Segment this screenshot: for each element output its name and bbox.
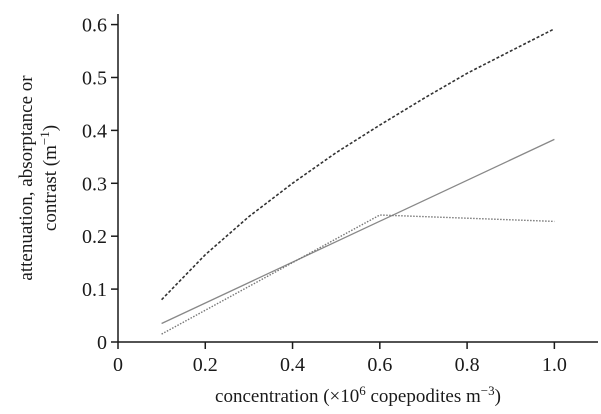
y-axis-label-line2-exponent: −1 [37, 131, 52, 145]
x-tick-label: 1.0 [542, 354, 567, 376]
y-tick-label: 0.4 [82, 120, 107, 142]
x-tick-label: 0.2 [193, 354, 218, 376]
y-tick-label: 0.6 [82, 15, 107, 37]
y-tick-label: 0.1 [82, 279, 107, 301]
x-ticks: 0 0.2 0.4 0.6 0.8 1.0 [113, 342, 567, 376]
plot-area: 0 0.2 0.4 0.6 0.8 1.0 0 0.1 0.2 0.3 0.4 0.5 0.6 [82, 14, 598, 376]
series-line-dashed-dark [161, 28, 555, 301]
y-tick-label: 0 [97, 332, 107, 354]
x-tick-label: 0.4 [280, 354, 305, 376]
y-ticks: 0 0.1 0.2 0.3 0.4 0.5 0.6 [82, 15, 118, 354]
y-axis-label-line2-suffix: ) [40, 125, 61, 131]
y-axis-label-line1: attenuation, absorptance or [16, 75, 37, 281]
x-axis-label-prefix: concentration (×10 [215, 386, 359, 407]
y-axis-label-line2: contrast (m−1) [37, 125, 62, 231]
x-axis-label-suffix: ) [495, 386, 501, 407]
series-line-solid-gray [161, 138, 555, 325]
x-axis-label-unit-exponent: −3 [481, 383, 495, 398]
x-tick-label: 0.6 [367, 354, 392, 376]
x-axis-label-middle: copepodites m [366, 386, 481, 407]
y-tick-label: 0.3 [82, 173, 107, 195]
x-tick-label: 0 [113, 354, 123, 376]
y-tick-label: 0.5 [82, 67, 107, 89]
y-axis-label: attenuation, absorptance or contrast (m−… [16, 75, 61, 281]
series-group [161, 28, 555, 335]
y-axis-label-line2-prefix: contrast (m [40, 145, 61, 231]
x-axis-label: concentration (×106 copepodites m−3) [215, 383, 501, 408]
x-tick-label: 0.8 [455, 354, 480, 376]
series-line-dotted-gray [161, 214, 555, 335]
y-tick-label: 0.2 [82, 226, 107, 248]
x-axis-label-exponent: 6 [359, 383, 366, 398]
